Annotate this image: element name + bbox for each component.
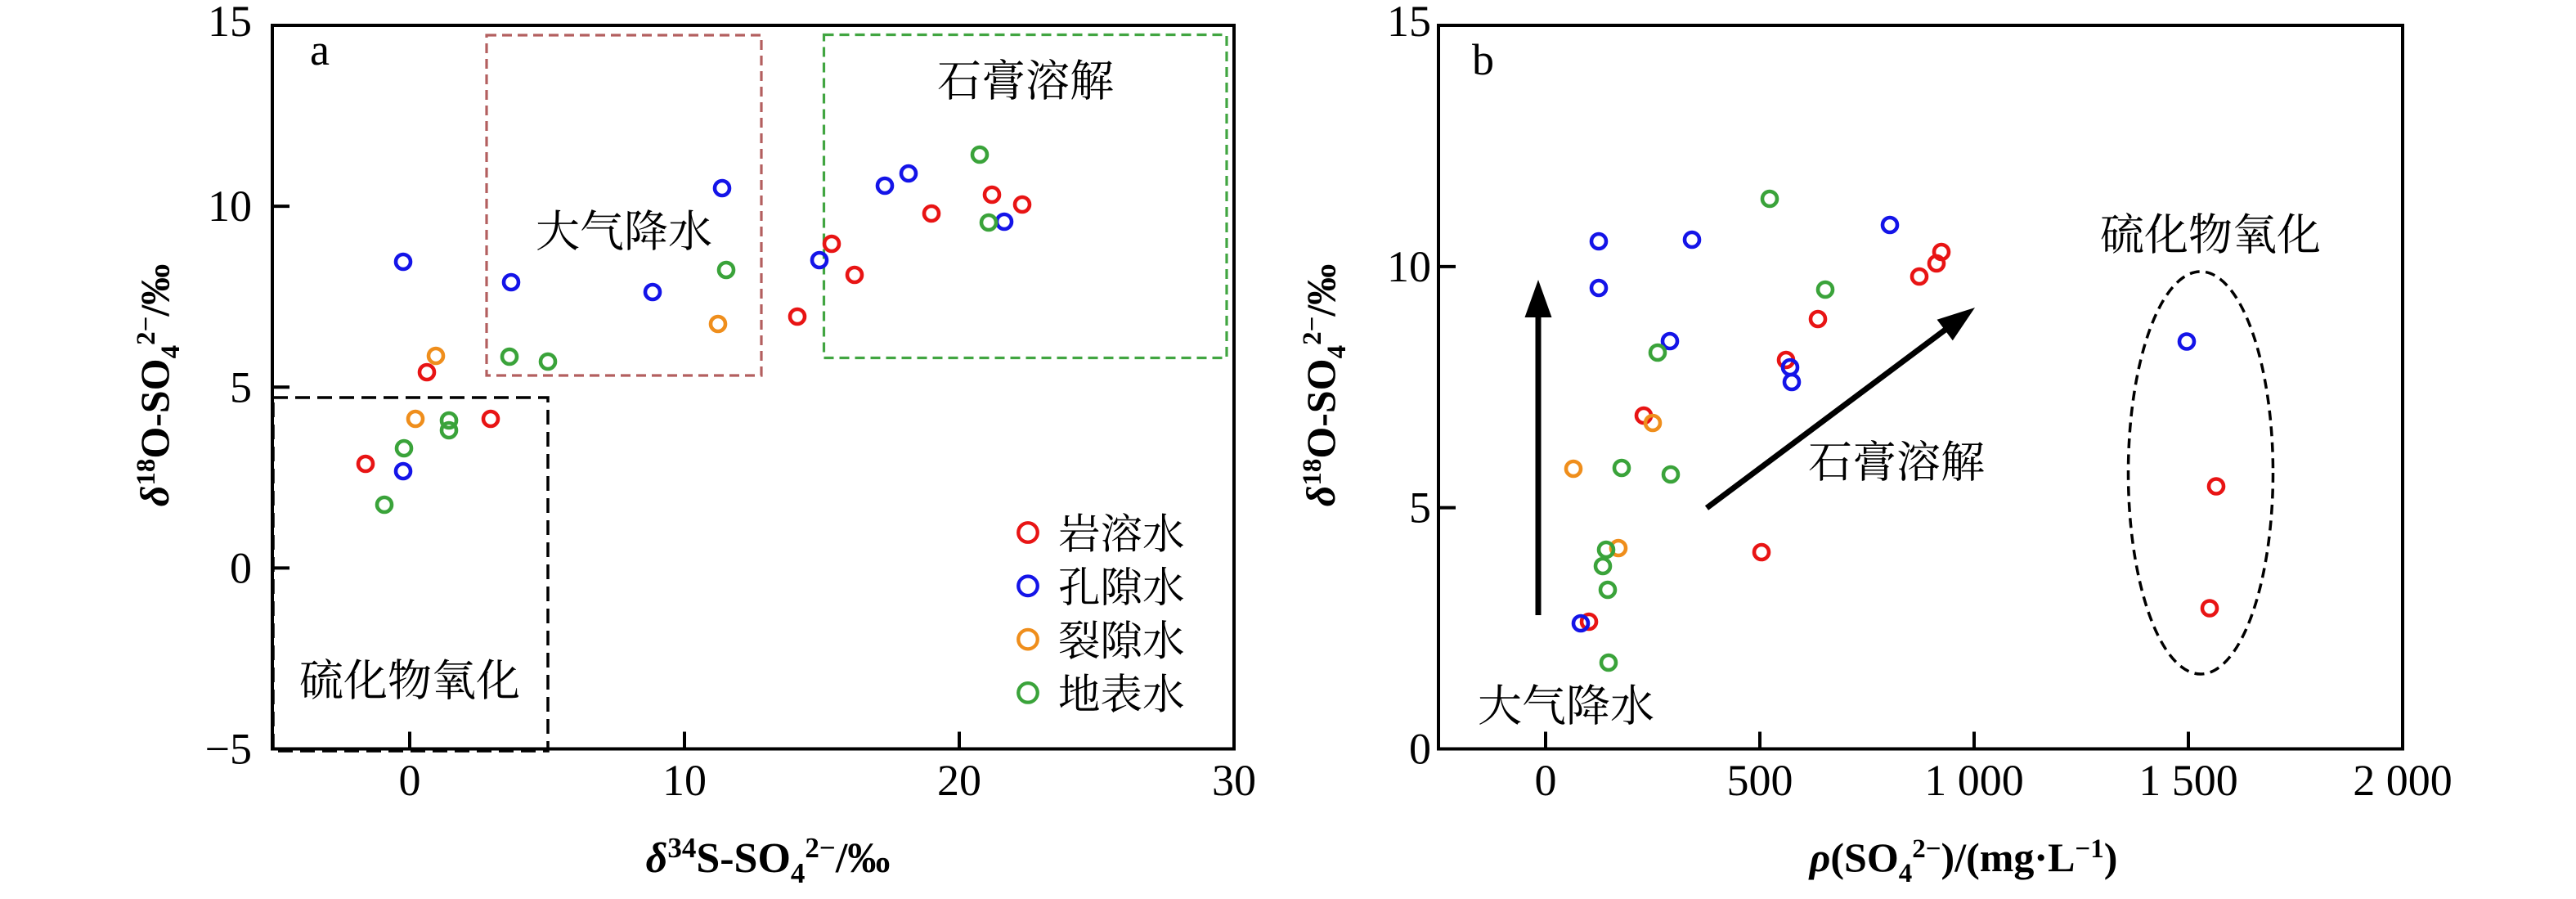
svg-text:0: 0 <box>1409 725 1431 774</box>
svg-text:500: 500 <box>1727 756 1793 805</box>
svg-text:0: 0 <box>230 543 252 592</box>
svg-text:10: 10 <box>1387 242 1431 291</box>
svg-text:15: 15 <box>208 0 252 46</box>
svg-text:15: 15 <box>1387 0 1431 46</box>
svg-text:30: 30 <box>1212 756 1256 805</box>
svg-text:a: a <box>310 25 330 74</box>
svg-text:δ18O-SO42−/‰: δ18O-SO42−/‰ <box>1298 264 1352 507</box>
svg-text:ρ(SO42−)/(mg·L−1): ρ(SO42−)/(mg·L−1) <box>1808 834 2118 888</box>
svg-text:10: 10 <box>208 182 252 231</box>
svg-text:δ34S-SO42−/‰: δ34S-SO42−/‰ <box>646 832 891 889</box>
svg-text:1 000: 1 000 <box>1924 756 2024 805</box>
svg-text:0: 0 <box>1535 756 1557 805</box>
svg-text:20: 20 <box>937 756 981 805</box>
svg-text:5: 5 <box>230 362 252 411</box>
svg-text:b: b <box>1472 35 1494 84</box>
svg-text:1 500: 1 500 <box>2138 756 2238 805</box>
svg-text:−5: −5 <box>205 725 252 774</box>
svg-text:10: 10 <box>662 756 707 805</box>
svg-text:0: 0 <box>399 756 421 805</box>
svg-text:2 000: 2 000 <box>2353 756 2453 805</box>
svg-text:5: 5 <box>1409 483 1431 533</box>
svg-text:δ18O-SO42−/‰: δ18O-SO42−/‰ <box>132 264 186 507</box>
